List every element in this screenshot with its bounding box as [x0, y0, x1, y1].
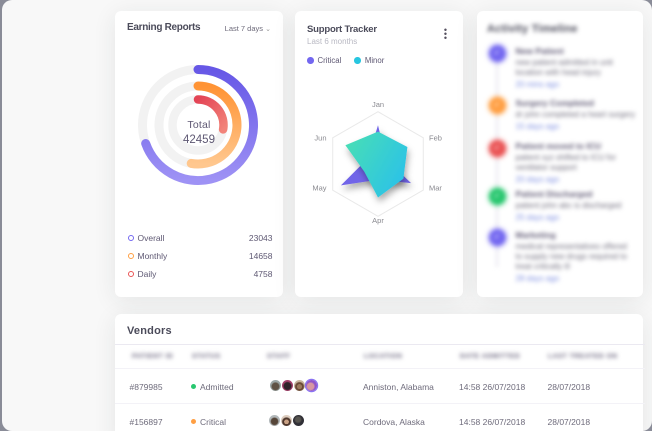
- svg-text:Apr: Apr: [372, 215, 384, 224]
- svg-text:Jun: Jun: [314, 133, 326, 142]
- svg-text:Jan: Jan: [371, 100, 383, 109]
- svg-text:Mar: Mar: [429, 183, 442, 192]
- svg-text:May: May: [312, 183, 326, 192]
- svg-text:Feb: Feb: [429, 133, 442, 142]
